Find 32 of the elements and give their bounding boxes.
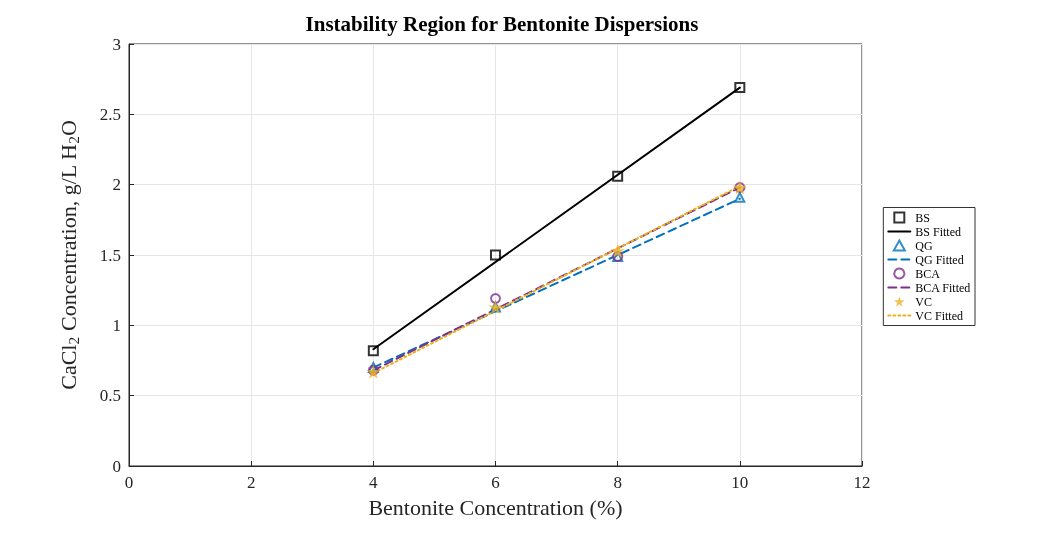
x-tick-label: 10 [731,473,749,492]
x-tick-label: 2 [246,473,256,492]
x-tick-label: 4 [369,473,379,492]
legend-label: VC [915,294,932,309]
point [612,170,624,182]
y-tick-label: 2 [112,175,121,195]
point [610,243,625,258]
chart-title: Instability Region for Bentonite Dispersions [305,11,699,36]
y-tick-label: 2.5 [99,104,121,124]
point [367,345,379,357]
point [490,293,501,305]
legend-label: QG [915,238,933,253]
point [734,82,746,94]
y-tick-label: 0 [112,456,121,476]
x-tick-label: 0 [124,473,134,492]
y-tick-label: 1.5 [99,245,121,265]
point [734,191,746,203]
legend-label: BS [915,210,931,225]
legend-label: BS Fitted [915,224,962,239]
legend-label: QG Fitted [915,252,964,267]
y-tick-label: 3 [112,34,121,54]
x-tick-label: 12 [853,473,871,492]
legend-label: BCA Fitted [915,280,971,295]
legend-label: BCA [915,266,941,281]
y-tick-label: 1 [112,315,121,335]
y-tick-label: 0.5 [99,386,121,406]
y-axis-title: CaCl2 Concentration, g/L H2O [55,120,82,390]
x-tick-label: 8 [613,473,622,492]
point [490,249,501,261]
x-axis-title: Bentonite Concentration (%) [368,494,623,520]
legend-label: VC Fitted [915,308,963,323]
x-tick-label: 6 [491,473,500,492]
